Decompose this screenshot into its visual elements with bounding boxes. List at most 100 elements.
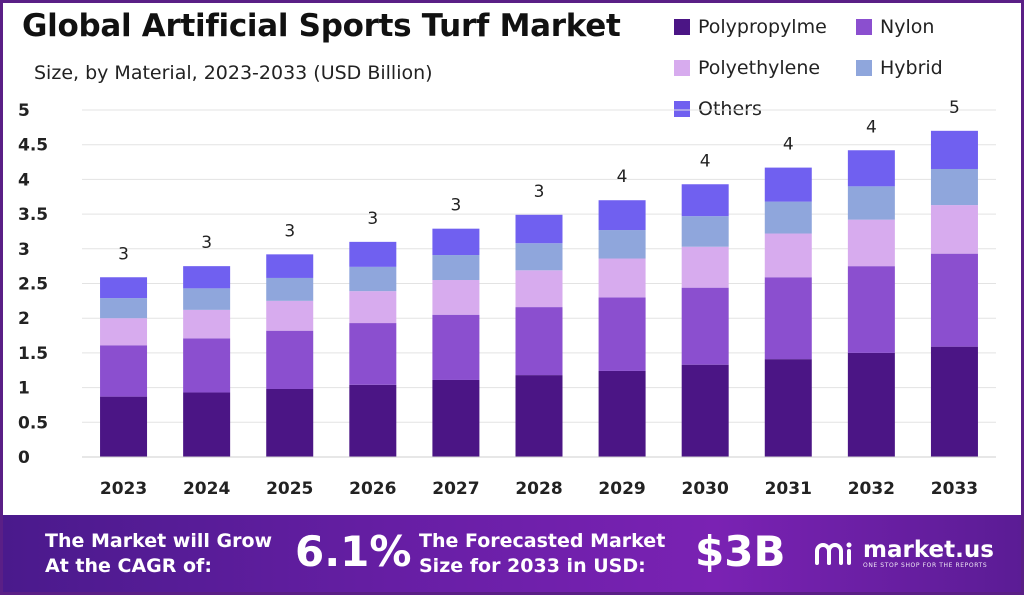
bar-segment-nylon bbox=[432, 314, 480, 380]
legend-item-nylon: Nylon bbox=[856, 16, 934, 38]
brand-tagline: ONE STOP SHOP FOR THE REPORTS bbox=[863, 561, 988, 569]
y-tick-label: 4.5 bbox=[18, 136, 48, 156]
bar-segment-nylon bbox=[930, 253, 978, 347]
bar-total-label: 3 bbox=[450, 196, 461, 216]
legend-swatch-polypropylme bbox=[674, 19, 690, 35]
bar-segment-polyethylene bbox=[349, 291, 397, 324]
bar-segment-polypropylme bbox=[349, 384, 397, 457]
bar-segment-polyethylene bbox=[764, 233, 812, 278]
bar-total-label: 4 bbox=[783, 135, 794, 155]
brand-logo[interactable]: market.us ONE STOP SHOP FOR THE REPORTS bbox=[813, 537, 994, 569]
bar-segment-polyethylene bbox=[432, 280, 480, 315]
forecast-value: $3B bbox=[695, 527, 786, 576]
bar-segment-nylon bbox=[515, 307, 563, 376]
legend-swatch-others bbox=[674, 101, 690, 117]
bar-segment-polyethylene bbox=[100, 318, 148, 346]
bar-segment-others bbox=[100, 277, 148, 299]
y-tick-label: 0 bbox=[18, 448, 30, 468]
bar-segment-nylon bbox=[598, 297, 646, 371]
y-tick-label: 3 bbox=[18, 240, 30, 260]
market-us-logo-icon bbox=[815, 542, 852, 565]
bar-segment-hybrid bbox=[847, 186, 895, 220]
bar-segment-polypropylme bbox=[432, 379, 480, 457]
bar-segment-polyethylene bbox=[266, 300, 314, 331]
forecast-label-line2: Size for 2033 in USD: bbox=[419, 555, 646, 577]
chart-subtitle: Size, by Material, 2023-2033 (USD Billio… bbox=[34, 62, 433, 84]
bar-segment-nylon bbox=[266, 330, 314, 389]
bar-segment-nylon bbox=[100, 345, 148, 397]
legend-swatch-hybrid bbox=[856, 60, 872, 76]
bar-segment-polyethylene bbox=[515, 270, 563, 308]
cagr-label-line2: At the CAGR of: bbox=[45, 555, 212, 577]
bar-segment-nylon bbox=[183, 338, 231, 393]
x-tick-label: 2031 bbox=[765, 479, 812, 499]
bar-segment-polyethylene bbox=[930, 205, 978, 254]
cagr-label-line1: The Market will Grow bbox=[45, 530, 273, 552]
bar-total-label: 4 bbox=[700, 151, 711, 171]
forecast-label: The Forecasted Market Size for 2033 in U… bbox=[419, 529, 665, 579]
bar-total-label: 3 bbox=[534, 182, 545, 202]
y-tick-label: 1.5 bbox=[18, 344, 48, 364]
bar-segment-others bbox=[930, 130, 978, 169]
bar-segment-nylon bbox=[847, 266, 895, 353]
bar-total-label: 3 bbox=[367, 209, 378, 229]
x-tick-label: 2029 bbox=[598, 479, 645, 499]
x-tick-label: 2032 bbox=[848, 479, 895, 499]
bar-segment-polypropylme bbox=[266, 388, 314, 457]
y-tick-label: 3.5 bbox=[18, 205, 48, 225]
bar-segment-others bbox=[266, 254, 314, 278]
bar-segment-hybrid bbox=[100, 298, 148, 319]
bar-segment-hybrid bbox=[930, 168, 978, 206]
bar-segment-others bbox=[847, 150, 895, 187]
bar-segment-others bbox=[681, 184, 729, 217]
bar-segment-polyethylene bbox=[847, 219, 895, 267]
bar-total-label: 3 bbox=[118, 244, 129, 264]
bar-segment-nylon bbox=[349, 323, 397, 385]
y-tick-label: 2.5 bbox=[18, 275, 48, 295]
forecast-label-line1: The Forecasted Market bbox=[419, 530, 666, 552]
bar-segment-hybrid bbox=[598, 230, 646, 259]
bar-segment-polypropylme bbox=[930, 346, 978, 457]
bar-segment-hybrid bbox=[266, 277, 314, 301]
legend-item-hybrid: Hybrid bbox=[856, 57, 943, 79]
bar-total-label: 4 bbox=[866, 117, 877, 137]
legend-swatch-nylon bbox=[856, 19, 872, 35]
y-tick-label: 4 bbox=[18, 170, 30, 190]
y-tick-label: 2 bbox=[18, 309, 30, 329]
bar-segment-others bbox=[515, 214, 563, 244]
bar-segment-polypropylme bbox=[598, 370, 646, 457]
brand-name: market.us bbox=[863, 536, 994, 563]
bar-segment-hybrid bbox=[432, 255, 480, 281]
stacked-bar-chart: 0 0.5 1 1.5 2 2.5 3 3.5 4 4.5 5 3 2023 3 2024 3 2025 3 202… bbox=[18, 98, 996, 499]
bar-segment-polypropylme bbox=[847, 352, 895, 457]
x-tick-label: 2023 bbox=[100, 479, 147, 499]
bar-total-label: 3 bbox=[284, 221, 295, 241]
bar-segment-hybrid bbox=[681, 216, 729, 247]
legend-label: Nylon bbox=[880, 16, 935, 38]
bar-segment-others bbox=[349, 241, 397, 267]
cagr-label: The Market will Grow At the CAGR of: bbox=[45, 529, 272, 579]
x-tick-label: 2028 bbox=[515, 479, 562, 499]
cagr-value: 6.1% bbox=[295, 527, 412, 576]
bar-segment-polypropylme bbox=[764, 359, 812, 457]
legend-swatch-polyethylene bbox=[674, 60, 690, 76]
bar-segment-polypropylme bbox=[183, 392, 231, 457]
bar-segment-hybrid bbox=[515, 243, 563, 271]
bar-segment-hybrid bbox=[764, 201, 812, 234]
legend-label: Hybrid bbox=[880, 57, 943, 79]
bar-segment-hybrid bbox=[183, 288, 231, 310]
footer-banner: The Market will Grow At the CAGR of: 6.1… bbox=[3, 515, 1021, 592]
legend-item-polyethylene: Polyethylene bbox=[674, 57, 820, 79]
bar-segment-hybrid bbox=[349, 266, 397, 292]
legend: Polypropylme Nylon Polyethylene Hybrid O… bbox=[674, 12, 1014, 132]
bar-segment-polypropylme bbox=[681, 364, 729, 457]
bar-segment-polypropylme bbox=[515, 375, 563, 457]
bar-segment-polyethylene bbox=[183, 309, 231, 339]
legend-label: Others bbox=[698, 98, 762, 120]
chart-title: Global Artificial Sports Turf Market bbox=[22, 8, 621, 44]
bar-total-label: 4 bbox=[617, 167, 628, 187]
bar-total-label: 3 bbox=[201, 233, 212, 253]
y-tick-label: 5 bbox=[18, 101, 30, 121]
bar-segment-others bbox=[764, 167, 812, 202]
bar-total-label: 5 bbox=[949, 98, 960, 118]
